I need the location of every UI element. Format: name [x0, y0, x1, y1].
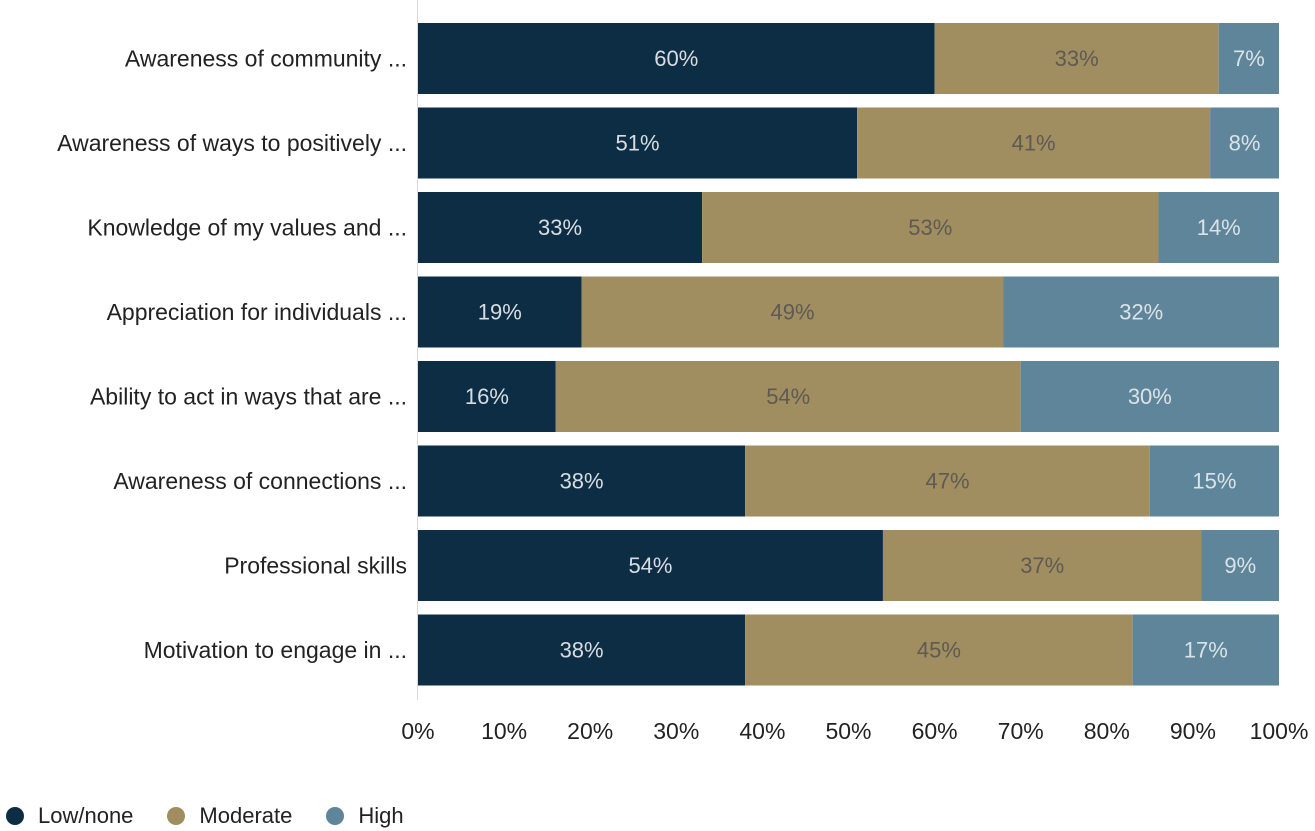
x-tick-label: 50% [825, 718, 871, 744]
data-label-moderate: 53% [908, 215, 952, 240]
data-label-moderate: 33% [1055, 46, 1099, 71]
category-label: Appreciation for individuals ... [107, 299, 407, 325]
x-tick-label: 100% [1250, 718, 1309, 744]
data-label-low-none: 33% [538, 215, 582, 240]
legend-item-high: High [326, 803, 404, 829]
data-label-low-none: 16% [465, 384, 509, 409]
bar-moderate [702, 192, 1159, 263]
bar-moderate [882, 530, 1202, 601]
category-label: Awareness of connections ... [113, 468, 407, 494]
x-tick-label: 90% [1170, 718, 1216, 744]
stacked-bar-chart: Awareness of community ... 60% 33% 7% Awaren… [57, 0, 1309, 744]
bar-low-none [418, 530, 883, 601]
x-tick-label: 60% [912, 718, 958, 744]
legend-item-low-none: Low/none [6, 803, 133, 829]
bar-high [1210, 107, 1279, 179]
legend-label-low-none: Low/none [38, 803, 134, 828]
category-label: Awareness of ways to positively ... [57, 130, 407, 156]
x-tick-label: 70% [998, 718, 1044, 744]
bar-high [1132, 614, 1279, 686]
bar-low-none [418, 192, 703, 263]
data-label-high: 32% [1119, 300, 1163, 325]
bar-high [1158, 192, 1279, 263]
data-label-moderate: 47% [925, 469, 969, 494]
bar-high [1218, 23, 1279, 94]
data-label-high: 7% [1233, 46, 1265, 71]
bar-low-none [418, 614, 746, 686]
data-label-low-none: 19% [478, 300, 522, 325]
bar-low-none [418, 445, 746, 517]
x-tick-label: 0% [401, 718, 434, 744]
bar-low-none [418, 23, 935, 94]
data-label-high: 15% [1192, 469, 1236, 494]
data-label-high: 17% [1184, 638, 1228, 663]
legend-swatch-low-none [6, 807, 24, 825]
data-label-low-none: 38% [560, 638, 604, 663]
data-label-moderate: 49% [771, 300, 815, 325]
category-label: Awareness of community ... [125, 46, 407, 72]
bar-low-none [418, 361, 556, 432]
bar-moderate [745, 445, 1150, 517]
legend-item-moderate: Moderate [167, 803, 292, 829]
data-label-low-none: 54% [628, 553, 672, 578]
data-label-high: 14% [1197, 215, 1241, 240]
data-label-moderate: 54% [766, 384, 810, 409]
bar-moderate [581, 276, 1004, 348]
data-label-moderate: 41% [1012, 131, 1056, 156]
bar-low-none [418, 107, 858, 179]
data-label-low-none: 38% [560, 469, 604, 494]
data-label-low-none: 60% [654, 46, 698, 71]
bar-moderate [934, 23, 1219, 94]
x-tick-label: 80% [1084, 718, 1130, 744]
bar-moderate [857, 107, 1211, 179]
category-label: Motivation to engage in ... [144, 637, 407, 663]
bar-high [1020, 361, 1279, 432]
bar-high [1003, 276, 1279, 348]
x-tick-label: 30% [653, 718, 699, 744]
bar-moderate [555, 361, 1021, 432]
legend-swatch-moderate [167, 807, 186, 825]
data-label-moderate: 45% [917, 638, 961, 663]
data-label-moderate: 37% [1020, 553, 1064, 578]
category-label: Professional skills [224, 553, 407, 579]
data-label-low-none: 51% [616, 131, 660, 156]
data-label-high: 30% [1128, 384, 1172, 409]
bar-high [1149, 445, 1279, 517]
bar-high [1201, 530, 1279, 601]
legend-swatch-high [326, 807, 345, 825]
x-tick-label: 40% [739, 718, 785, 744]
category-label: Ability to act in ways that are ... [90, 384, 407, 410]
data-label-high: 8% [1229, 131, 1261, 156]
bar-low-none [418, 276, 582, 348]
x-tick-label: 20% [567, 718, 613, 744]
legend: Low/none Moderate High [6, 803, 438, 829]
legend-label-high: High [358, 803, 404, 828]
data-label-high: 9% [1224, 553, 1256, 578]
bar-moderate [745, 614, 1133, 686]
legend-label-moderate: Moderate [199, 803, 293, 828]
category-label: Knowledge of my values and ... [87, 215, 407, 241]
x-tick-label: 10% [481, 718, 527, 744]
